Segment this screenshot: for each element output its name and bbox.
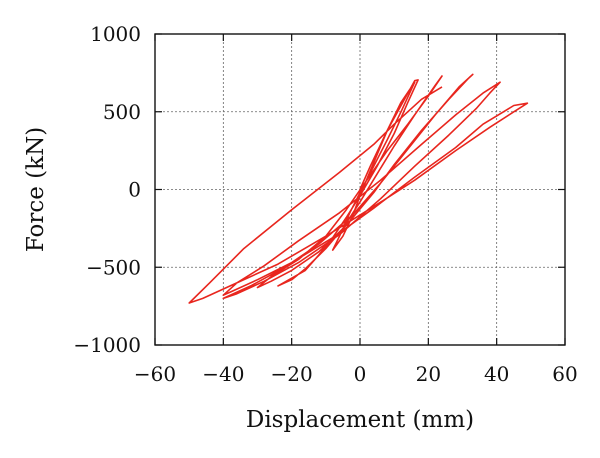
- axis-ticks: −60 −40 −20 0 20 40 60 −1000 −500 0 500 1000: [73, 22, 577, 386]
- hysteresis-curve: [188, 73, 529, 304]
- y-tick-label: 0: [128, 178, 141, 202]
- y-tick-label: 1000: [90, 22, 141, 46]
- x-tick-label: 40: [484, 362, 509, 386]
- y-tick-label: −500: [86, 255, 141, 279]
- x-tick-label: 20: [416, 362, 441, 386]
- x-tick-label: 0: [354, 362, 367, 386]
- y-axis-label: Force (kN): [23, 127, 49, 252]
- x-axis-label: Displacement (mm): [246, 407, 474, 433]
- y-tick-label: −1000: [73, 333, 141, 357]
- x-tick-label: 60: [552, 362, 577, 386]
- y-tick-label: 500: [103, 100, 141, 124]
- x-tick-label: −60: [134, 362, 176, 386]
- plot-area: [188, 73, 529, 304]
- x-tick-label: −40: [202, 362, 244, 386]
- x-tick-label: −20: [271, 362, 313, 386]
